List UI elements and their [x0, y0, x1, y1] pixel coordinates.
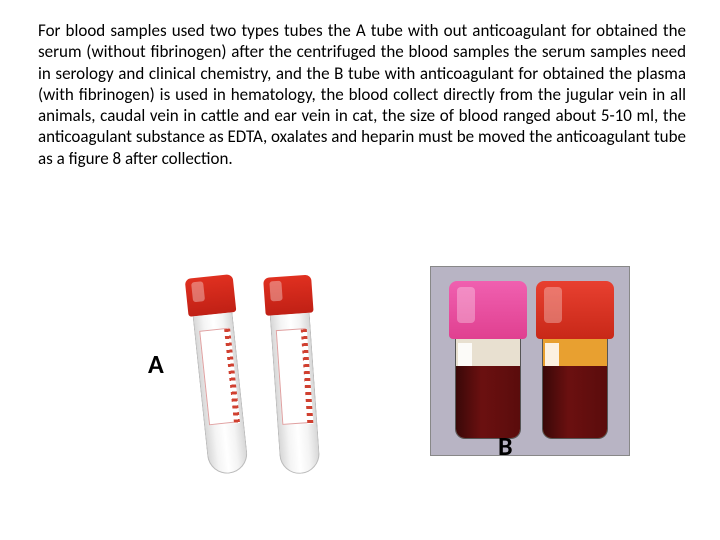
tube-cap-icon — [185, 274, 237, 317]
tube-body — [542, 339, 608, 439]
tube-cap-icon — [536, 281, 614, 339]
tube-cap-icon — [449, 281, 527, 339]
edta-tube — [449, 281, 527, 441]
edta-tube — [536, 281, 614, 441]
tube-body — [193, 312, 250, 475]
figure-label-a: A — [148, 348, 164, 380]
serum-tube — [263, 275, 325, 478]
tube-label-strip — [199, 328, 239, 426]
tube-cap-icon — [263, 275, 314, 316]
serum-tubes-group — [175, 268, 355, 488]
tube-label-strip — [276, 328, 313, 425]
tube-body — [455, 339, 521, 439]
tube-body — [270, 313, 321, 475]
blood-fill — [456, 366, 520, 438]
body-text: For blood samples used two types tubes t… — [38, 20, 686, 169]
figure-label-b: B — [498, 430, 513, 462]
blood-fill — [543, 366, 607, 438]
figure-region: A B — [0, 260, 720, 540]
anticoagulant-tubes-group — [430, 266, 630, 456]
serum-tube — [185, 274, 254, 478]
